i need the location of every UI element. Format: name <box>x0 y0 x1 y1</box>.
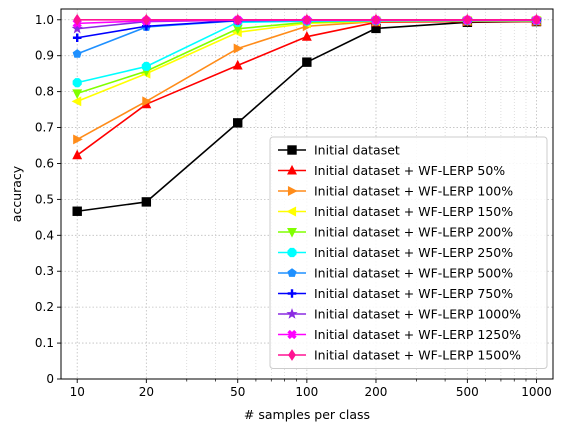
y-tick-label: 0 <box>46 372 54 386</box>
legend-item: Initial dataset + WF-LERP 500% <box>278 266 513 281</box>
data-point <box>301 31 312 41</box>
legend-label: Initial dataset <box>314 143 400 158</box>
data-point <box>532 13 541 26</box>
x-axis-label: # samples per class <box>244 407 370 422</box>
y-tick-label: 0.1 <box>35 336 54 350</box>
y-tick-label: 1.0 <box>35 13 54 27</box>
x-tick-label: 500 <box>456 385 479 399</box>
legend-label: Initial dataset + WF-LERP 500% <box>314 266 513 281</box>
data-point <box>372 13 380 26</box>
data-point <box>141 61 151 72</box>
legend-marker <box>287 329 297 340</box>
data-point <box>142 96 152 107</box>
data-point <box>72 78 82 88</box>
y-tick-label: 0.7 <box>35 121 54 135</box>
y-tick-label: 0.4 <box>35 228 54 242</box>
x-tick-label: 200 <box>365 385 388 399</box>
legend-marker <box>287 268 297 277</box>
legend-item: Initial dataset + WF-LERP 150% <box>278 204 513 219</box>
legend-marker <box>288 349 296 361</box>
data-point <box>233 13 242 26</box>
legend-item: Initial dataset + WF-LERP 750% <box>278 286 513 301</box>
legend-label: Initial dataset + WF-LERP 1500% <box>314 348 521 363</box>
x-tick-label: 1000 <box>521 385 552 399</box>
legend-marker <box>287 145 297 155</box>
legend-label: Initial dataset + WF-LERP 1250% <box>314 327 521 342</box>
legend-marker <box>286 308 298 319</box>
legend-item: Initial dataset + WF-LERP 200% <box>278 225 513 240</box>
data-point <box>73 134 83 145</box>
legend-label: Initial dataset + WF-LERP 250% <box>314 245 513 260</box>
data-point <box>72 89 83 100</box>
data-point <box>72 206 82 216</box>
legend-marker <box>287 247 297 258</box>
series-11 <box>73 13 541 26</box>
data-point <box>232 59 243 70</box>
legend-label: Initial dataset + WF-LERP 100% <box>314 184 513 199</box>
legend-label: Initial dataset + WF-LERP 50% <box>314 163 505 178</box>
data-point <box>71 96 82 107</box>
legend-item: Initial dataset <box>278 143 400 158</box>
data-point <box>72 149 83 160</box>
legend: Initial dataset Initial dataset + WF-LERP… <box>269 136 548 369</box>
legend-item: Initial dataset + WF-LERP 50% <box>278 163 505 178</box>
legend-marker <box>287 289 297 298</box>
x-tick-label: 50 <box>230 385 245 399</box>
x-tick-label: 20 <box>139 385 154 399</box>
legend-item: Initial dataset + WF-LERP 1500% <box>278 348 521 363</box>
data-point <box>233 118 243 128</box>
y-tick-label: 0.5 <box>35 192 54 206</box>
x-tick-label: 100 <box>295 385 318 399</box>
legend-label: Initial dataset + WF-LERP 200% <box>314 225 513 240</box>
x-axis-ticks: 10 20 50 100 200 500 1000 <box>70 379 552 399</box>
legend-box <box>269 136 548 369</box>
legend-item: Initial dataset + WF-LERP 1000% <box>278 307 521 322</box>
data-point <box>71 22 83 34</box>
y-tick-label: 0.3 <box>35 264 54 278</box>
legend-marker <box>286 206 297 217</box>
data-point <box>302 13 311 26</box>
data-point <box>233 43 244 54</box>
data-point <box>302 57 312 67</box>
legend-marker <box>287 186 298 196</box>
legend-item: Initial dataset + WF-LERP 1250% <box>278 327 521 342</box>
data-point <box>141 197 152 207</box>
legend-label: Initial dataset + WF-LERP 1000% <box>314 307 521 322</box>
legend-label: Initial dataset + WF-LERP 750% <box>314 286 513 301</box>
legend-item: Initial dataset + WF-LERP 100% <box>278 184 513 199</box>
legend-item: Initial dataset + WF-LERP 250% <box>278 245 513 260</box>
y-axis-ticks: 0 0.1 0.2 0.3 0.4 0.5 0.6 0.7 0.8 0.9 1.0 <box>35 13 61 386</box>
data-point <box>72 33 82 43</box>
legend-label: Initial dataset + WF-LERP 150% <box>314 204 513 219</box>
data-point <box>463 13 472 26</box>
series-layer <box>71 13 543 216</box>
y-tick-label: 0.2 <box>35 300 54 314</box>
data-point <box>72 49 82 58</box>
data-point <box>73 13 82 26</box>
x-tick-label: 10 <box>70 385 85 399</box>
legend-marker <box>287 164 297 175</box>
y-tick-label: 0.8 <box>35 85 54 99</box>
data-point <box>142 13 151 26</box>
y-tick-label: 0.6 <box>35 156 54 170</box>
y-axis-label: accuracy <box>9 165 24 222</box>
y-tick-label: 0.9 <box>35 49 54 63</box>
legend-marker <box>287 227 297 238</box>
